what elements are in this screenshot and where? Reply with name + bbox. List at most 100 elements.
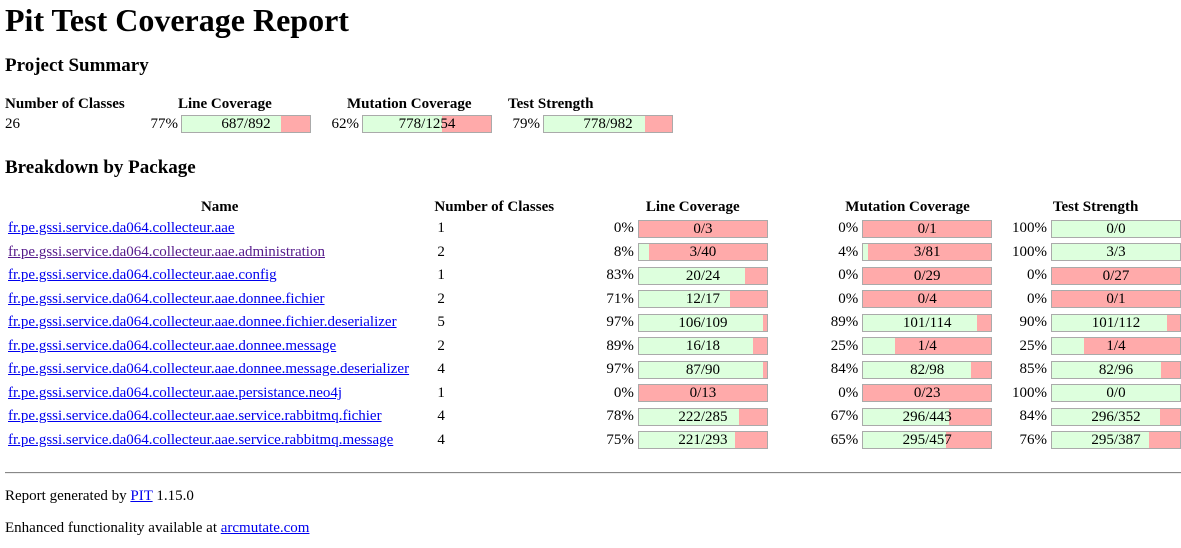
row-mutation-cell: 296/443 bbox=[862, 405, 1010, 429]
package-link[interactable]: fr.pe.gssi.service.da064.collecteur.aae.… bbox=[8, 384, 343, 401]
row-mutation-pct: 4% bbox=[838, 243, 859, 260]
row-strength-bar: 82/96 bbox=[1051, 360, 1181, 379]
row-strength-bar: 0/1 bbox=[1051, 290, 1181, 309]
row-strength-bar: 0/0 bbox=[1051, 384, 1181, 403]
row-name-cell: fr.pe.gssi.service.da064.collecteur.aae bbox=[5, 217, 434, 241]
summary-header-row: Number of Classes Line Coverage Mutation… bbox=[5, 95, 673, 113]
row-mutation-cell: 0/23 bbox=[862, 382, 1010, 406]
package-link[interactable]: fr.pe.gssi.service.da064.collecteur.aae.… bbox=[8, 337, 337, 354]
header-line-coverage: Line Coverage bbox=[645, 198, 740, 215]
row-line-cell: 0/13 bbox=[637, 382, 805, 406]
row-strength-fill bbox=[1052, 314, 1168, 331]
package-link[interactable]: fr.pe.gssi.service.da064.collecteur.aae.… bbox=[8, 290, 325, 307]
package-link[interactable]: fr.pe.gssi.service.da064.collecteur.aae.… bbox=[8, 267, 277, 284]
row-line-label: 222/285 bbox=[678, 408, 728, 425]
package-link[interactable]: fr.pe.gssi.service.da064.collecteur.aae.… bbox=[8, 243, 325, 260]
row-classes: 4 bbox=[437, 361, 445, 378]
row-strength-fill bbox=[1052, 385, 1180, 402]
row-strength-label: 296/352 bbox=[1091, 408, 1141, 425]
row-strength-bar: 3/3 bbox=[1051, 243, 1181, 262]
page-title: Pit Test Coverage Report bbox=[5, 2, 349, 38]
row-mutation-pct: 25% bbox=[830, 337, 859, 354]
summary-line-label: 687/892 bbox=[221, 116, 271, 132]
row-mutation-cell: 0/29 bbox=[862, 264, 1010, 288]
row-mutation-label: 0/29 bbox=[913, 267, 941, 284]
row-line-bar: 221/293 bbox=[637, 431, 768, 450]
row-strength-cell: 296/352 bbox=[1051, 405, 1181, 429]
row-classes: 1 bbox=[437, 267, 445, 284]
footer-enhanced: Enhanced functionality available at arcm… bbox=[5, 520, 309, 537]
row-line-cell: 16/18 bbox=[637, 335, 805, 359]
package-link[interactable]: fr.pe.gssi.service.da064.collecteur.aae.… bbox=[8, 431, 394, 448]
row-line-bar: 106/109 bbox=[637, 313, 768, 332]
row-mutation-fill bbox=[863, 432, 947, 449]
row-mutation-cell: 101/114 bbox=[862, 311, 1010, 335]
row-line-label: 87/90 bbox=[685, 361, 720, 378]
row-line-pct: 97% bbox=[606, 361, 634, 378]
row-line-bar: 20/24 bbox=[637, 266, 768, 285]
row-strength-bar: 0/27 bbox=[1051, 266, 1181, 285]
row-line-cell: 221/293 bbox=[637, 429, 805, 453]
row-strength-bar: 101/112 bbox=[1051, 313, 1181, 332]
row-strength-label: 0/1 bbox=[1106, 291, 1126, 308]
summary-strength-cell: 778/982 bbox=[543, 113, 673, 135]
row-strength-cell: 0/0 bbox=[1051, 217, 1181, 241]
summary-strength-bar: 778/982 bbox=[543, 115, 673, 133]
row-line-label: 12/17 bbox=[685, 291, 720, 308]
row-classes: 4 bbox=[437, 431, 445, 448]
summary-mutation-label: 778/1254 bbox=[398, 116, 456, 132]
summary-header-strength: Test Strength bbox=[508, 95, 594, 112]
row-strength-pct: 84% bbox=[1019, 408, 1048, 425]
row-name-cell: fr.pe.gssi.service.da064.collecteur.aae.… bbox=[5, 288, 434, 312]
arcmutate-link[interactable]: arcmutate.com bbox=[220, 520, 310, 536]
row-mutation-bar: 0/23 bbox=[862, 384, 993, 403]
row-mutation-fill bbox=[863, 338, 896, 355]
table-row: fr.pe.gssi.service.da064.collecteur.aae.… bbox=[5, 429, 1181, 453]
table-row: fr.pe.gssi.service.da064.collecteur.aae.… bbox=[5, 358, 1181, 382]
row-line-fill bbox=[638, 314, 764, 331]
row-strength-bar: 295/387 bbox=[1051, 431, 1181, 450]
row-name-cell: fr.pe.gssi.service.da064.collecteur.aae.… bbox=[5, 358, 434, 382]
row-name-cell: fr.pe.gssi.service.da064.collecteur.aae.… bbox=[5, 405, 434, 429]
row-line-pct: 0% bbox=[613, 384, 634, 401]
row-strength-pct: 0% bbox=[1027, 267, 1047, 284]
row-line-label: 20/24 bbox=[685, 267, 720, 284]
row-line-bar: 16/18 bbox=[637, 337, 768, 356]
row-line-pct: 78% bbox=[606, 408, 634, 425]
row-mutation-label: 295/457 bbox=[902, 432, 952, 449]
row-line-cell: 0/3 bbox=[637, 217, 805, 241]
row-strength-cell: 0/0 bbox=[1051, 382, 1181, 406]
row-line-cell: 222/285 bbox=[637, 405, 805, 429]
row-name-cell: fr.pe.gssi.service.da064.collecteur.aae.… bbox=[5, 382, 434, 406]
header-name: Name bbox=[200, 198, 239, 215]
row-strength-label: 0/0 bbox=[1106, 220, 1126, 237]
row-mutation-pct: 0% bbox=[838, 290, 859, 307]
row-strength-label: 82/96 bbox=[1098, 361, 1134, 378]
footer-generated-text: Report generated by bbox=[5, 488, 131, 504]
footer-version: 1.15.0 bbox=[152, 488, 194, 504]
row-line-pct: 71% bbox=[606, 290, 634, 307]
row-mutation-bar: 0/29 bbox=[862, 266, 993, 285]
row-classes: 2 bbox=[437, 243, 445, 260]
footer-enhanced-text: Enhanced functionality available at bbox=[5, 520, 221, 536]
package-link[interactable]: fr.pe.gssi.service.da064.collecteur.aae.… bbox=[8, 314, 397, 331]
row-name-cell: fr.pe.gssi.service.da064.collecteur.aae.… bbox=[5, 335, 434, 359]
package-link[interactable]: fr.pe.gssi.service.da064.collecteur.aae.… bbox=[8, 408, 382, 425]
row-strength-label: 0/0 bbox=[1106, 385, 1126, 402]
row-mutation-cell: 3/81 bbox=[862, 241, 1010, 265]
row-strength-pct: 90% bbox=[1019, 314, 1048, 331]
summary-strength-pct: 79% bbox=[512, 115, 541, 132]
row-mutation-bar: 101/114 bbox=[862, 313, 993, 332]
row-line-label: 221/293 bbox=[678, 432, 728, 449]
table-row: fr.pe.gssi.service.da064.collecteur.aae.… bbox=[5, 335, 1181, 359]
row-strength-fill bbox=[1052, 338, 1084, 355]
row-strength-fill bbox=[1052, 408, 1160, 425]
row-mutation-label: 101/114 bbox=[902, 314, 952, 331]
row-strength-bar: 296/352 bbox=[1051, 407, 1181, 426]
row-strength-label: 1/4 bbox=[1106, 338, 1126, 355]
package-link[interactable]: fr.pe.gssi.service.da064.collecteur.aae bbox=[8, 220, 235, 237]
row-strength-pct: 76% bbox=[1019, 431, 1048, 448]
row-mutation-cell: 82/98 bbox=[862, 358, 1010, 382]
pit-link[interactable]: PIT bbox=[130, 488, 153, 504]
package-link[interactable]: fr.pe.gssi.service.da064.collecteur.aae.… bbox=[8, 361, 410, 378]
